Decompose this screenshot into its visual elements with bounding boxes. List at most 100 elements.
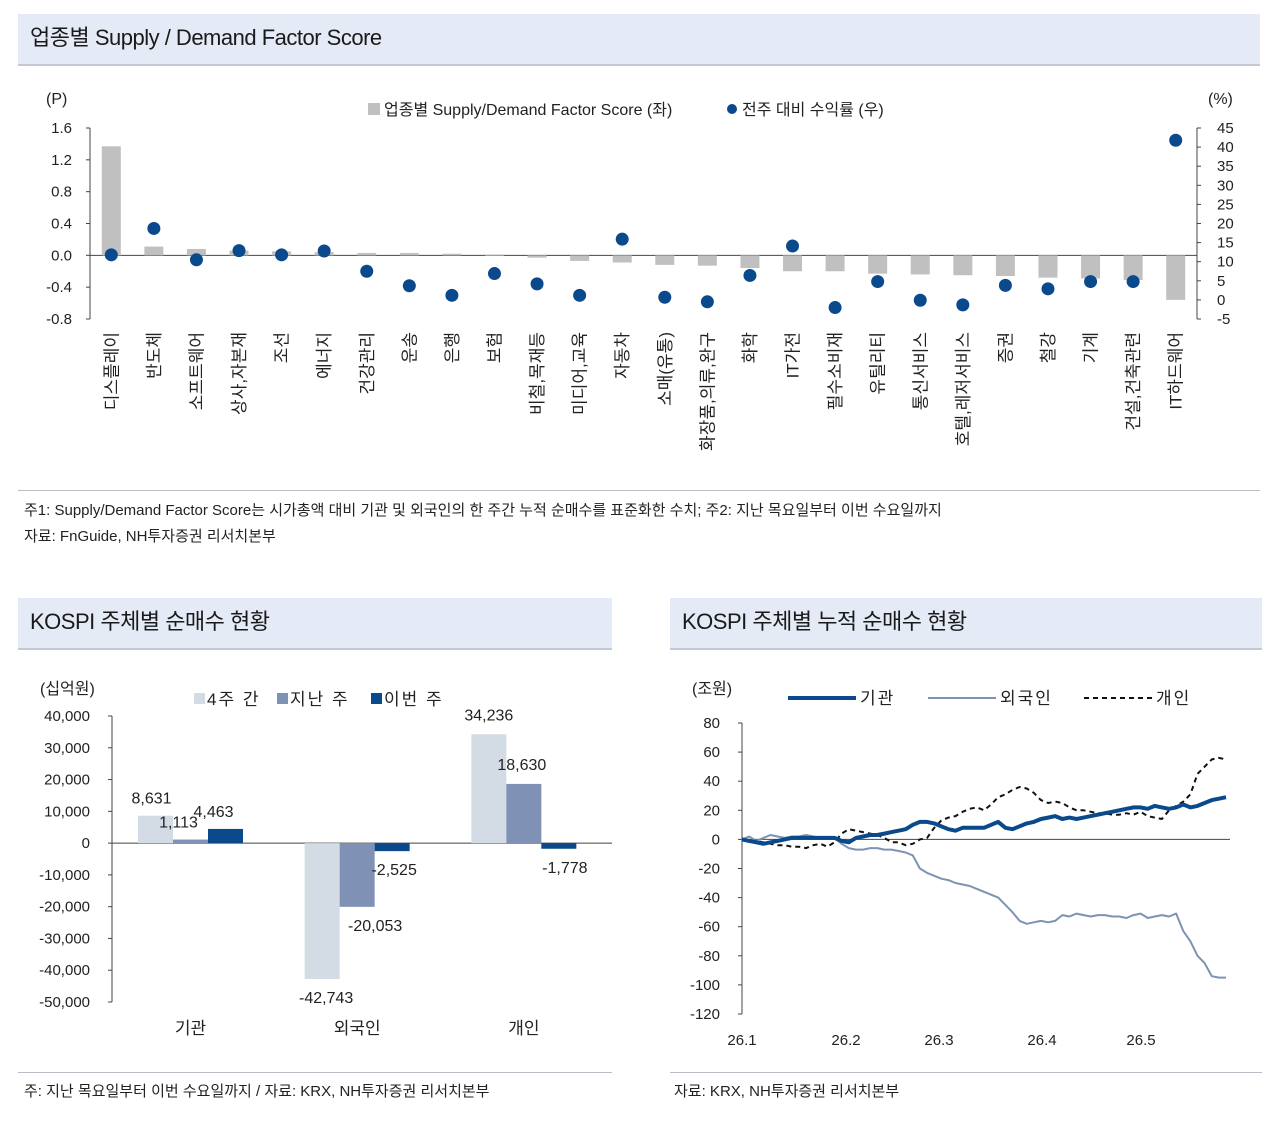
y-tick-label: -100 [690, 977, 720, 994]
legend-swatch-return [727, 104, 737, 114]
bar-17 [783, 255, 803, 272]
return-dot-21 [956, 298, 970, 312]
bar-개인-2 [506, 783, 542, 844]
y-tick-label: -0.8 [46, 311, 72, 328]
return-dot-11 [530, 277, 544, 291]
category-label-1: 기관 [175, 1019, 206, 1038]
bar-기관-1 [138, 815, 173, 844]
data-label-기관-3: 4,463 [193, 804, 233, 821]
left-separator [18, 1072, 612, 1073]
legend-swatch-2 [277, 693, 288, 704]
bar-개인-1 [471, 734, 507, 844]
y-axis-unit: (조원) [692, 680, 732, 698]
bar-12 [570, 255, 590, 261]
legend-label-3: 이번 주 [384, 690, 444, 709]
category-label-21: 호텔,레저서비스 [954, 332, 973, 446]
bar-외국인-3 [374, 843, 410, 852]
y-tick-label: -50,000 [39, 994, 90, 1011]
legend-label-2: 외국인 [1000, 689, 1053, 708]
category-label-5: 조선 [273, 332, 292, 363]
category-label-24: 기계 [1082, 332, 1101, 363]
legend-swatch-score [368, 103, 380, 115]
y-tick-label: 0 [712, 831, 720, 848]
series-line-3 [741, 756, 1227, 850]
y-tick-label: 1.6 [51, 120, 72, 137]
top-separator [18, 490, 1260, 491]
return-dot-19 [871, 275, 885, 289]
legend-label-1: 4주 간 [207, 690, 260, 709]
y2-tick-label: 35 [1217, 158, 1234, 175]
data-label-개인-1: 34,236 [464, 707, 513, 724]
y-tick-label: 0.4 [51, 216, 72, 233]
left-note: 주: 지난 목요일부터 이번 수요일까지 / 자료: KRX, NH투자증권 리… [24, 1083, 490, 1100]
category-label-8: 운송 [400, 332, 419, 363]
category-label-11: 비철,목재등 [528, 332, 547, 415]
y-tick-label: 20 [703, 802, 720, 819]
legend-label-1: 기관 [860, 689, 895, 708]
category-label-22: 증권 [996, 332, 1015, 363]
bar-15 [697, 255, 717, 266]
category-label-16: 화학 [741, 332, 760, 364]
y-tick-label: -80 [698, 948, 720, 965]
y2-tick-label: 10 [1217, 254, 1234, 271]
return-dot-25 [1126, 275, 1140, 289]
y2-tick-label: 30 [1217, 177, 1234, 194]
return-dot-23 [1041, 282, 1055, 296]
category-label-15: 화장품,의류,완구 [698, 332, 717, 451]
bar-11 [527, 255, 547, 258]
category-label-19: 유틸리티 [869, 332, 888, 395]
y2-tick-label: 45 [1217, 120, 1234, 137]
legend-label-2: 지난 주 [290, 690, 350, 709]
bar-23 [1038, 255, 1058, 278]
return-dot-13 [615, 232, 629, 246]
category-label-6: 에너지 [315, 332, 334, 379]
bar-7 [357, 252, 377, 256]
return-dot-3 [189, 253, 203, 267]
return-dot-17 [786, 239, 800, 253]
category-label-10: 보험 [485, 332, 504, 363]
sector-factor-chart: (P) (%) 1.6 1.2 0.8 0.4 0.0 -0.4 -0.8 45 40 35 30 25 2… [46, 91, 1234, 451]
return-dot-20 [913, 293, 927, 307]
y-tick-label: 1.2 [51, 152, 72, 169]
bar-20 [910, 255, 930, 275]
y-tick-label: -10,000 [39, 867, 90, 884]
x-tick-label: 26.1 [727, 1032, 756, 1049]
y-tick-label: 60 [703, 744, 720, 761]
y-tick-label: 10,000 [44, 803, 90, 820]
series-line-1 [741, 795, 1227, 846]
category-label-4: 상사,자본재 [230, 332, 249, 415]
y-tick-label: -60 [698, 919, 720, 936]
y-axis-unit: (십억원) [40, 680, 95, 698]
return-dot-26 [1169, 133, 1183, 147]
right-panel-title: KOSPI 주체별 누적 순매수 현황 [670, 598, 1262, 650]
category-label-13: 자동차 [613, 332, 632, 379]
y-tick-label: 80 [703, 715, 720, 732]
category-label-3: 소프트웨어 [187, 332, 206, 410]
data-label-외국인-3: -2,525 [371, 862, 416, 879]
return-dot-15 [700, 295, 714, 309]
right-separator [670, 1072, 1262, 1073]
bar-1 [101, 146, 121, 256]
return-dot-18 [828, 301, 842, 315]
x-tick-label: 26.5 [1126, 1032, 1155, 1049]
return-dot-1 [104, 248, 118, 262]
y-tick-label: 0.0 [51, 247, 72, 264]
top-note-1: 주1: Supply/Demand Factor Score는 시가총액 대비 … [24, 502, 942, 519]
bar-3 [186, 248, 206, 256]
legend-label-return: 전주 대비 수익률 (우) [742, 101, 884, 119]
category-label-18: 필수소비재 [826, 332, 845, 410]
y2-tick-label: 20 [1217, 216, 1234, 233]
bar-24 [1081, 255, 1101, 279]
category-label-2: 외국인 [334, 1019, 381, 1038]
y-tick-label: 40 [703, 773, 720, 790]
bar-19 [868, 255, 888, 274]
top-panel-title-text: 업종별 Supply / Demand Factor Score [30, 25, 382, 50]
return-dot-8 [402, 279, 416, 293]
legend-label-3: 개인 [1156, 689, 1191, 708]
bar-26 [1166, 255, 1186, 300]
category-label-14: 소매(유통) [656, 332, 675, 406]
category-label-25: 건설,건축관련 [1124, 332, 1143, 431]
data-label-개인-2: 18,630 [497, 757, 546, 774]
y-tick-label: -0.4 [46, 279, 72, 296]
category-label-1: 디스플레이 [102, 332, 121, 410]
